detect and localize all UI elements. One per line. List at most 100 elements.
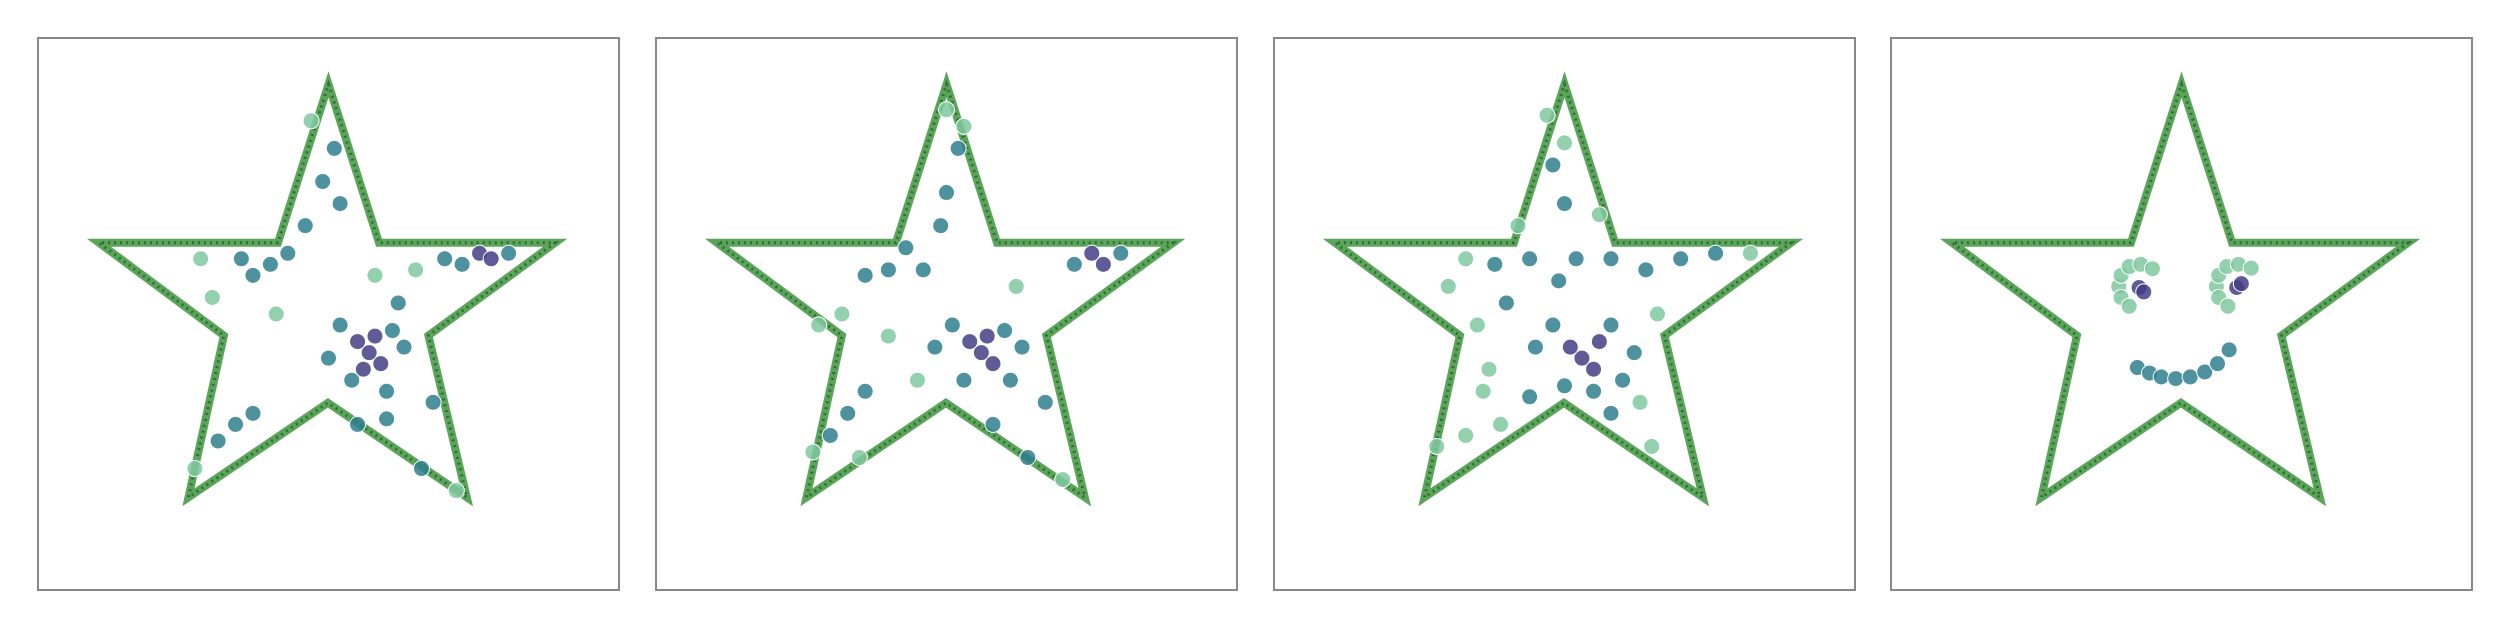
scatter-point — [955, 117, 973, 135]
scatter-point — [1672, 250, 1690, 268]
scatter-point — [267, 305, 285, 323]
scatter-point — [1556, 377, 1573, 395]
scatter-point — [1492, 415, 1510, 433]
scatter-point — [354, 360, 372, 378]
scatter-point — [1509, 217, 1527, 235]
scatter-point — [1007, 277, 1025, 295]
scatter-point — [984, 355, 1002, 373]
scatter-point — [1457, 426, 1475, 444]
scatter-point — [261, 255, 279, 273]
panel-frame — [1273, 37, 1856, 591]
scatter-point — [1544, 156, 1562, 174]
scatter-point — [366, 327, 384, 345]
scatter-point — [2135, 283, 2153, 301]
scatter-point — [244, 404, 262, 422]
scatter-point — [949, 139, 967, 157]
scatter-point — [2120, 297, 2138, 315]
scatter-point — [1486, 255, 1504, 273]
scatter-point — [1614, 371, 1632, 389]
scatter-point — [383, 322, 401, 340]
scatter-point — [2220, 341, 2238, 359]
scatter-point — [227, 415, 245, 433]
star-outline-dots — [94, 79, 560, 501]
scatter-point — [1054, 471, 1072, 489]
panel — [37, 37, 620, 591]
scatter-point — [996, 322, 1014, 340]
scatter-point — [1602, 316, 1620, 334]
scatter-point — [1013, 338, 1031, 356]
scatter-point — [897, 239, 915, 257]
panel-frame — [655, 37, 1238, 591]
scatter-point — [1094, 255, 1112, 273]
scatter-point — [412, 460, 430, 478]
scatter-point — [192, 250, 210, 268]
scatter-point — [2167, 370, 2185, 388]
scatter-point — [349, 333, 367, 351]
scatter-point — [879, 327, 897, 345]
scatter-point — [1631, 393, 1649, 411]
scatter-point — [2143, 260, 2161, 278]
scatter-point — [850, 449, 868, 467]
scatter-point — [1590, 206, 1608, 224]
scatter-point — [424, 393, 442, 411]
scatter-point — [1637, 261, 1655, 279]
scatter-point — [331, 316, 349, 334]
scatter-point — [1556, 134, 1573, 152]
scatter-point — [378, 410, 396, 428]
scatter-point — [453, 255, 471, 273]
scatter-point — [2209, 355, 2227, 373]
star-outline-dots — [1947, 79, 2413, 501]
scatter-point — [186, 460, 204, 478]
scatter-point — [1001, 371, 1019, 389]
scatter-point — [203, 288, 221, 306]
scatter-point — [331, 195, 349, 213]
scatter-point — [1648, 305, 1666, 323]
scatter-point — [407, 261, 425, 279]
scatter-point — [1526, 338, 1544, 356]
scatter-point — [1112, 244, 1130, 262]
scatter-point — [1602, 250, 1620, 268]
scatter-point — [2219, 297, 2237, 315]
scatter-point — [349, 415, 367, 433]
scatter-point — [839, 404, 857, 422]
scatter-point — [1457, 250, 1475, 268]
scatter-point — [1741, 244, 1759, 262]
scatter-point — [856, 382, 874, 400]
scatter-point — [1707, 244, 1725, 262]
scatter-point — [1521, 250, 1539, 268]
scatter-point — [978, 327, 996, 345]
scatter-point — [984, 415, 1002, 433]
scatter-point — [833, 305, 851, 323]
scatter-point — [1643, 437, 1661, 455]
scatter-point — [389, 294, 407, 312]
panel — [1890, 37, 2473, 591]
scatter-point — [2232, 275, 2250, 293]
scatter-point — [1561, 338, 1579, 356]
star-outline-dots — [1330, 79, 1796, 501]
scatter-point — [1474, 382, 1492, 400]
scatter-point — [500, 244, 518, 262]
scatter-point — [1556, 195, 1573, 213]
scatter-point — [961, 333, 979, 351]
scatter-point — [1550, 272, 1568, 290]
scatter-point — [378, 382, 396, 400]
scatter-point — [2181, 368, 2199, 386]
scatter-point — [1573, 349, 1591, 367]
scatter-point — [279, 244, 297, 262]
scatter-point — [2242, 259, 2260, 277]
scatter-point — [938, 184, 955, 202]
scatter-point — [1602, 404, 1620, 422]
scatter-point — [955, 371, 973, 389]
scatter-point — [1036, 393, 1054, 411]
scatter-point — [879, 261, 897, 279]
star-outline-dots — [712, 79, 1178, 501]
scatter-point — [232, 250, 250, 268]
scatter-point — [209, 432, 227, 450]
scatter-point — [1585, 360, 1603, 378]
scatter-point — [810, 316, 828, 334]
scatter-point — [360, 344, 378, 362]
scatter-point — [932, 217, 950, 235]
scatter-point — [320, 349, 337, 367]
scatter-point — [1585, 382, 1603, 400]
